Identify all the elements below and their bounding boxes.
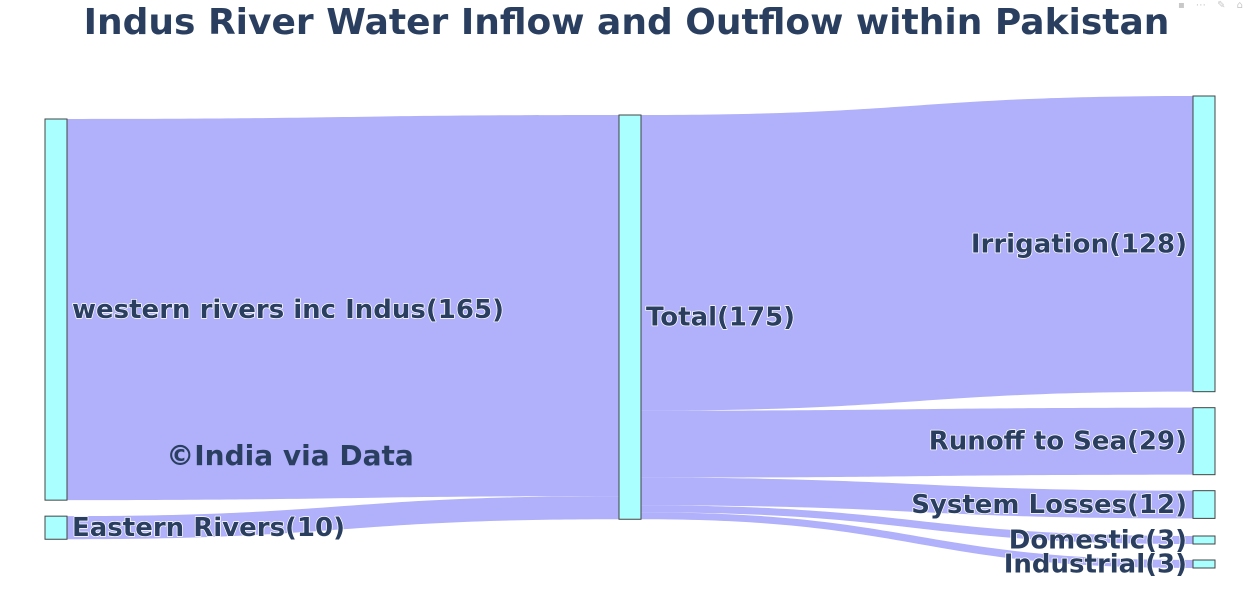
sankey-node-irrigation[interactable] [1192,95,1216,393]
sankey-node-label-domestic: Domestic(3) [1009,526,1187,556]
sankey-link-total-irrigation[interactable] [641,96,1193,411]
sankey-links [67,96,1193,568]
sankey-node-domestic[interactable] [1192,535,1216,545]
sankey-node-runoff[interactable] [1192,407,1216,476]
sankey-link-total-runoff[interactable] [641,407,1193,478]
sankey-node-label-industrial: Industrial(3) [1004,550,1187,580]
sankey-node-label-eastern: Eastern Rivers(10) [72,513,345,543]
sankey-node-label-total: Total(175) [646,303,795,333]
sankey-node-western[interactable] [44,118,68,501]
sankey-node-label-western: western rivers inc Indus(165) [72,295,504,325]
sankey-link-total-industrial[interactable] [641,512,1193,568]
sankey-link-total-domestic[interactable] [641,505,1193,544]
sankey-node-industrial[interactable] [1192,559,1216,569]
sankey-nodes [44,95,1216,569]
sankey-node-label-irrigation: Irrigation(128) [971,229,1187,259]
sankey-node-label-losses: System Losses(12) [911,490,1187,520]
chart-modebar[interactable]: ▪ ⋯ ✎ ⌂ [1177,0,1247,11]
sankey-node-eastern[interactable] [44,515,68,540]
sankey-node-label-runoff: Runoff to Sea(29) [929,427,1187,457]
sankey-node-total[interactable] [618,114,642,520]
chart-title: Indus River Water Inflow and Outflow wit… [83,2,1170,43]
sankey-link-western-total[interactable] [67,115,619,501]
watermark-text: ©India via Data [166,439,414,472]
sankey-labels: western rivers inc Indus(165) Eastern Riv… [71,229,1188,581]
sankey-node-losses[interactable] [1192,490,1216,519]
sankey-link-total-losses[interactable] [641,477,1193,519]
sankey-link-eastern-total[interactable] [67,496,619,540]
